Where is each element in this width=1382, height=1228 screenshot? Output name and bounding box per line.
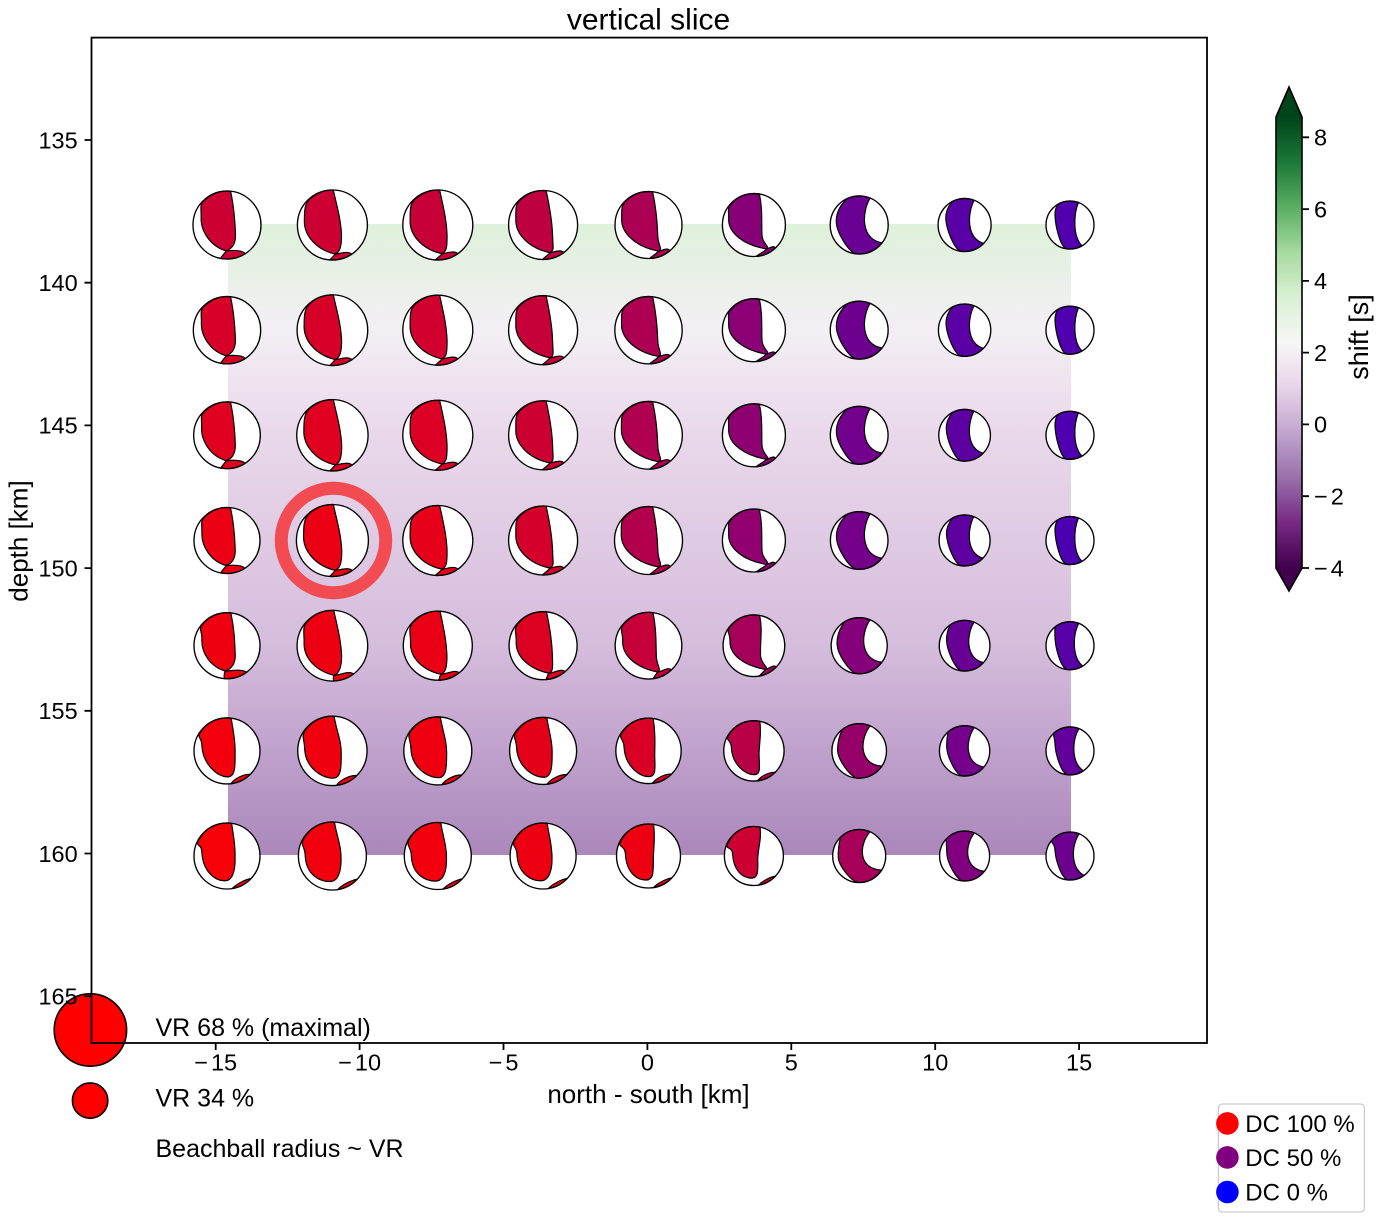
svg-text:DC 50 %: DC 50 % <box>1245 1145 1341 1172</box>
svg-text:160: 160 <box>38 841 77 867</box>
svg-text:shift [s]: shift [s] <box>1344 294 1374 380</box>
svg-text:Beachball radius ~ VR: Beachball radius ~ VR <box>156 1135 404 1163</box>
svg-text:0: 0 <box>641 1050 654 1076</box>
svg-text:6: 6 <box>1314 196 1327 222</box>
svg-text:145: 145 <box>38 413 77 439</box>
svg-text:5: 5 <box>785 1050 798 1076</box>
svg-text:DC 0 %: DC 0 % <box>1245 1180 1328 1207</box>
svg-text:2: 2 <box>1314 340 1327 366</box>
svg-text:10: 10 <box>922 1050 948 1076</box>
svg-text:135: 135 <box>38 127 77 153</box>
svg-text:−10: −10 <box>338 1050 381 1076</box>
svg-text:−5: −5 <box>489 1050 519 1076</box>
svg-text:north - south [km]: north - south [km] <box>547 1079 749 1109</box>
svg-text:DC 100 %: DC 100 % <box>1245 1111 1354 1138</box>
svg-text:140: 140 <box>38 270 77 296</box>
svg-text:−4: −4 <box>1314 555 1344 581</box>
svg-text:0: 0 <box>1314 412 1327 438</box>
svg-text:15: 15 <box>1066 1050 1092 1076</box>
svg-text:4: 4 <box>1314 268 1327 294</box>
svg-text:depth [km]: depth [km] <box>4 480 34 601</box>
svg-text:vertical slice: vertical slice <box>567 4 730 37</box>
svg-text:150: 150 <box>38 555 77 581</box>
svg-text:−2: −2 <box>1314 484 1344 510</box>
svg-text:8: 8 <box>1314 125 1327 151</box>
svg-text:VR 68 % (maximal): VR 68 % (maximal) <box>156 1014 371 1042</box>
svg-text:155: 155 <box>38 698 77 724</box>
svg-text:165: 165 <box>38 984 77 1010</box>
svg-text:−15: −15 <box>194 1050 237 1076</box>
svg-text:VR 34 %: VR 34 % <box>156 1085 255 1113</box>
